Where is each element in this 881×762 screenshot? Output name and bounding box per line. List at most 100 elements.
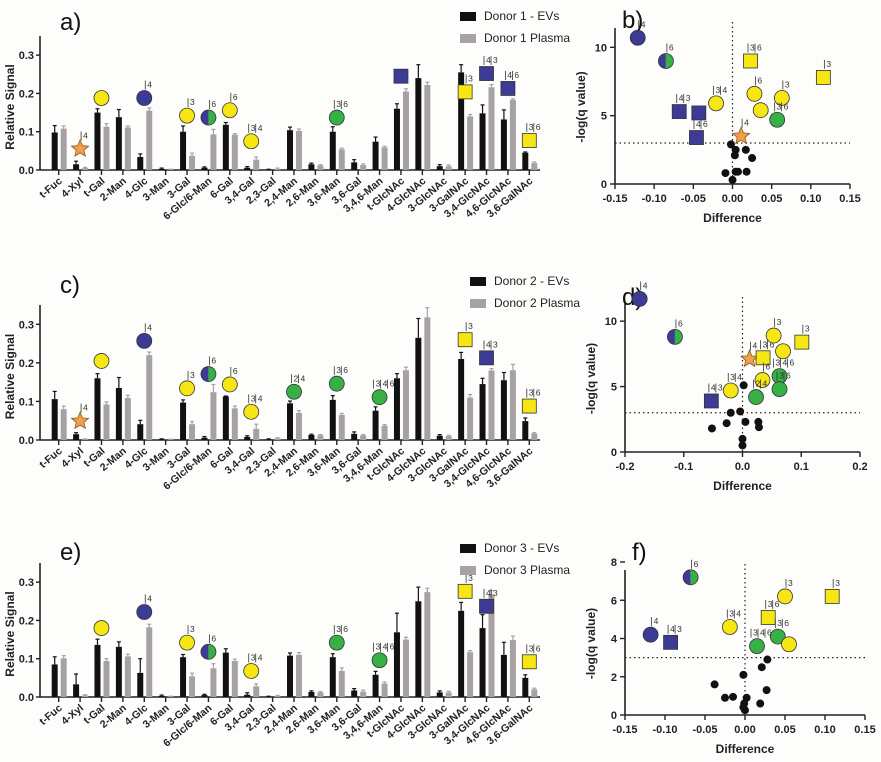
bar-ev — [115, 387, 122, 440]
glycan-circle-symbol — [93, 620, 110, 636]
x-tick-label: -0.1 — [674, 461, 693, 473]
linkage-label: 6 — [343, 99, 348, 109]
linkage-label: 4 — [641, 19, 646, 29]
scatter-point-nonsignificant — [754, 423, 763, 432]
glycan-halfcircle-right — [690, 569, 699, 585]
linkage-label: 3 — [730, 372, 735, 382]
linkage-label: 3 — [336, 365, 341, 375]
category-label: 4-Xyl — [59, 175, 86, 200]
scatter-point-nonsignificant — [739, 670, 748, 679]
bar-plasma — [402, 370, 409, 440]
glycan-halfcircle-outline — [200, 643, 217, 660]
y-tick-label: 0 — [611, 447, 617, 459]
bar-ev — [201, 695, 208, 697]
bar-plasma — [338, 149, 345, 170]
scatter-point-glycan: 3 — [765, 317, 782, 344]
linkage-label: 6 — [536, 643, 541, 653]
linkage-label: 4 — [670, 624, 675, 634]
bar-ev — [393, 108, 400, 170]
glycan-circle-symbol — [708, 95, 724, 112]
scatter-point-glycan: 6 — [754, 362, 770, 388]
x-axis-label: Difference — [716, 742, 775, 756]
linkage-label: 6 — [678, 318, 683, 328]
x-axis-label: Difference — [703, 211, 762, 225]
glycan-star-symbol — [70, 138, 90, 158]
y-tick-label: 0.3 — [19, 50, 34, 62]
glycan-annotation: 4 — [70, 130, 90, 158]
linkage-label: 4 — [383, 642, 388, 652]
glycan-halfcircle-left — [200, 366, 209, 382]
panel-letter: f) — [632, 539, 647, 566]
linkage-label: 3 — [376, 379, 381, 389]
bar-ev — [51, 399, 58, 440]
scatter-point-nonsignificant — [726, 140, 735, 149]
nonsignificant-point — [726, 408, 735, 417]
linkage-label: 4 — [147, 322, 152, 332]
scatter-point-nonsignificant — [722, 419, 731, 428]
bar-ev — [522, 677, 529, 697]
bar-plasma — [231, 408, 238, 440]
glycan-circle-symbol — [93, 353, 110, 369]
linkage-label: 3 — [493, 55, 498, 65]
bar-plasma — [60, 409, 67, 440]
linkage-label: 4 — [486, 55, 491, 65]
x-tick-label: 0.00 — [734, 724, 755, 736]
glycan-annotation — [93, 620, 110, 636]
glycan-circle-symbol — [328, 109, 345, 126]
linkage-label: 3 — [251, 652, 256, 662]
bar-plasma — [488, 594, 495, 697]
panel-letter: e) — [60, 539, 81, 566]
glycan-square-symbol — [457, 332, 473, 348]
bar-ev — [308, 164, 315, 170]
bar-ev — [137, 672, 144, 697]
scatter-point-nonsignificant — [721, 169, 730, 178]
glycan-square-symbol — [824, 589, 840, 604]
glycan-halfcircle-outline — [200, 109, 217, 126]
x-tick-label: 0.10 — [814, 724, 835, 736]
linkage-label: 6 — [757, 75, 762, 85]
legend-swatch — [470, 277, 486, 286]
nonsignificant-point — [707, 424, 716, 433]
glycan-annotation: 3 — [457, 321, 473, 348]
linkage-label: 4 — [737, 372, 742, 382]
scatter-point-nonsignificant — [763, 655, 772, 664]
legend-label: Donor 1 Plasma — [484, 31, 570, 45]
bar-plasma — [424, 592, 431, 697]
glycan-circle-symbol — [721, 619, 738, 635]
glycan-square-symbol — [691, 105, 707, 121]
nonsignificant-point — [729, 692, 737, 701]
category-label: t-Fuc — [37, 702, 64, 728]
glycan-halfcircle-outline — [200, 366, 217, 382]
x-tick-label: -0.05 — [692, 724, 717, 736]
nonsignificant-point — [722, 419, 731, 428]
glycan-halfcircle-outline — [667, 328, 683, 345]
linkage-label: 6 — [390, 642, 395, 652]
bar-plasma — [509, 639, 516, 697]
nonsignificant-point — [710, 680, 719, 689]
linkage-label: 3 — [777, 618, 782, 628]
glycan-circle-symbol — [136, 90, 153, 106]
bar-ev — [244, 167, 251, 170]
linkage-label: 4 — [83, 403, 88, 413]
linkage-label: 3 — [468, 73, 473, 83]
y-tick-label: 0.1 — [19, 396, 34, 408]
linkage-label: 6 — [767, 628, 772, 638]
nonsignificant-point — [733, 167, 742, 176]
scatter-point-nonsignificant — [721, 693, 729, 702]
scatter-point-glycan: 3 — [815, 59, 831, 85]
y-axis-label: -log(q value) — [584, 343, 598, 414]
legend-label: Donor 3 - EVs — [484, 541, 559, 555]
glycan-annotation: 3 — [179, 624, 195, 651]
linkage-label: 3 — [677, 624, 682, 634]
glycan-annotation — [93, 353, 110, 369]
